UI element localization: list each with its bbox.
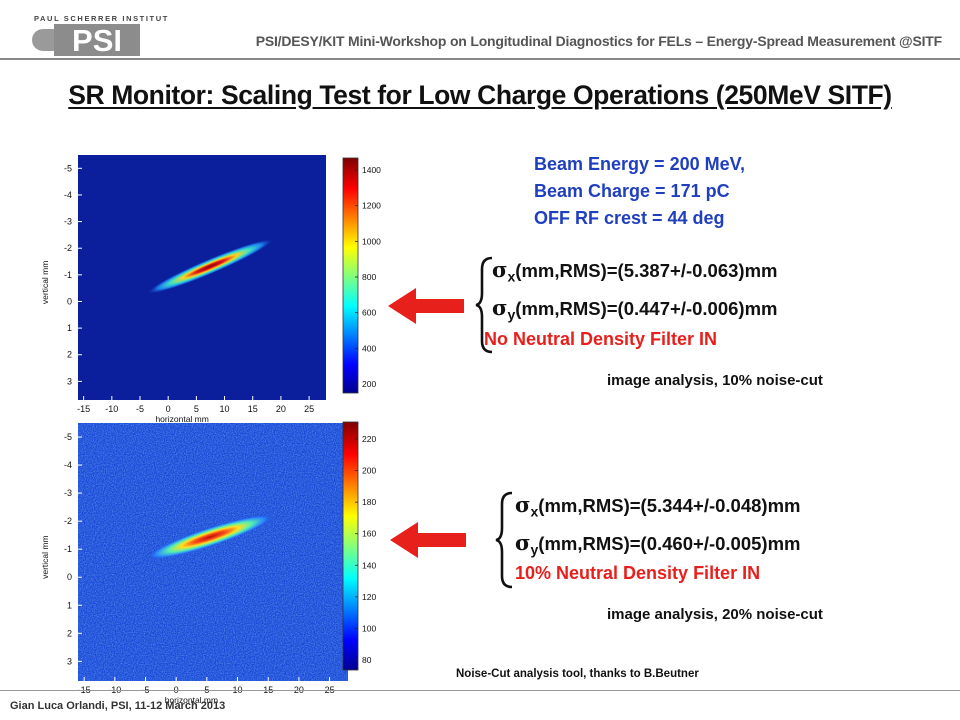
colorbar-tick-label: 1200 (362, 201, 381, 211)
beam-spot (146, 238, 274, 295)
x-axis-label: horizontal mm (155, 414, 208, 424)
x-tick-label: -5 (136, 404, 144, 414)
curly-brace-icon (495, 491, 513, 589)
x-tick-label: 25 (304, 404, 314, 414)
y-tick-label: 0 (67, 296, 72, 306)
colorbar-tick-label: 80 (362, 655, 372, 665)
logo-text: PSI (72, 24, 122, 56)
x-tick-label: 10 (220, 404, 230, 414)
colorbar-tick-label: 1400 (362, 165, 381, 175)
y-tick-label: -4 (64, 190, 72, 200)
arrow-left-icon (390, 522, 466, 558)
colorbar-tick-label: 600 (362, 308, 376, 318)
y-tick-label: 3 (67, 376, 72, 386)
analysis-note-1: image analysis, 10% noise-cut (607, 372, 823, 389)
y-axis-label: vertical mm (40, 535, 50, 578)
y-tick-label: 0 (67, 572, 72, 582)
y-tick-label: -2 (64, 243, 72, 253)
colorbar-tick-label: 800 (362, 272, 376, 282)
beam-spot (146, 514, 274, 560)
credit-note: Noise-Cut analysis tool, thanks to B.Beu… (456, 668, 699, 680)
beam-parameters: Beam Energy = 200 MeV, Beam Charge = 171… (534, 151, 745, 232)
y-tick-label: -2 (64, 516, 72, 526)
analysis-note-2: image analysis, 20% noise-cut (607, 606, 823, 623)
sigma-y-result-1: σy(mm,RMS)=(0.447+/-0.006)mm (492, 295, 778, 323)
colorbar-tick-label: 100 (362, 623, 376, 633)
y-tick-label: 3 (67, 656, 72, 666)
x-tick-label: 20 (276, 404, 286, 414)
colorbar-tick-label: 220 (362, 434, 376, 444)
y-tick-label: -3 (64, 217, 72, 227)
rf-phase: OFF RF crest = 44 deg (534, 208, 725, 228)
x-tick-label: 0 (166, 404, 171, 414)
y-tick-label: -4 (64, 460, 72, 470)
y-tick-label: 1 (67, 323, 72, 333)
colorbar-tick-label: 120 (362, 592, 376, 602)
colorbar-tick-label: 180 (362, 497, 376, 507)
y-tick-label: 1 (67, 600, 72, 610)
colorbar-tick-label: 160 (362, 529, 376, 539)
x-tick-label: -10 (105, 404, 118, 414)
curly-brace-icon (475, 256, 493, 354)
x-tick-label: -15 (77, 404, 90, 414)
x-tick-label: 15 (248, 404, 258, 414)
sigma-x-result-1: σx(mm,RMS)=(5.387+/-0.063)mm (492, 257, 778, 285)
colorbar-1: 1400 1200 1000 800 600 400 200 (342, 157, 381, 394)
filter-status-1: No Neutral Density Filter IN (484, 329, 718, 349)
colorbar-2: 220 200 180 160 140 120 100 80 (342, 421, 376, 671)
beam-energy: Beam Energy = 200 MeV, (534, 154, 745, 174)
colorbar-tick-label: 200 (362, 466, 376, 476)
colorbar-tick-label: 1000 (362, 236, 381, 246)
filter-status-2: 10% Neutral Density Filter IN (515, 563, 761, 583)
footer-divider (0, 690, 960, 691)
y-tick-label: 2 (67, 628, 72, 638)
arrow-left-icon (388, 288, 464, 324)
y-axis-label: vertical mm (40, 261, 50, 304)
sigma-y-result-2: σy(mm,RMS)=(0.460+/-0.005)mm (515, 530, 801, 558)
y-tick-label: -5 (64, 163, 72, 173)
colorbar-tick-label: 140 (362, 560, 376, 570)
colorbar-tick-label: 200 (362, 379, 376, 389)
y-tick-label: 2 (67, 350, 72, 360)
workshop-header: PSI/DESY/KIT Mini-Workshop on Longitudin… (255, 33, 942, 49)
x-axis-label: horizontal mm (165, 695, 218, 705)
institute-name: PAUL SCHERRER INSTITUT (34, 14, 169, 23)
beam-charge: Beam Charge = 171 pC (534, 181, 730, 201)
slide-title: SR Monitor: Scaling Test for Low Charge … (68, 80, 892, 110)
y-tick-label: -3 (64, 488, 72, 498)
y-tick-label: -1 (64, 270, 72, 280)
psi-logo-icon: PSI (32, 24, 140, 56)
footer-author: Gian Luca Orlandi, PSI, 11-12 March 2013 (10, 700, 226, 712)
y-tick-label: -1 (64, 544, 72, 554)
y-tick-label: -5 (64, 432, 72, 442)
sigma-x-result-2: σx(mm,RMS)=(5.344+/-0.048)mm (515, 492, 801, 520)
x-tick-label: 5 (194, 404, 199, 414)
colorbar-tick-label: 400 (362, 343, 376, 353)
header-divider (0, 58, 960, 60)
